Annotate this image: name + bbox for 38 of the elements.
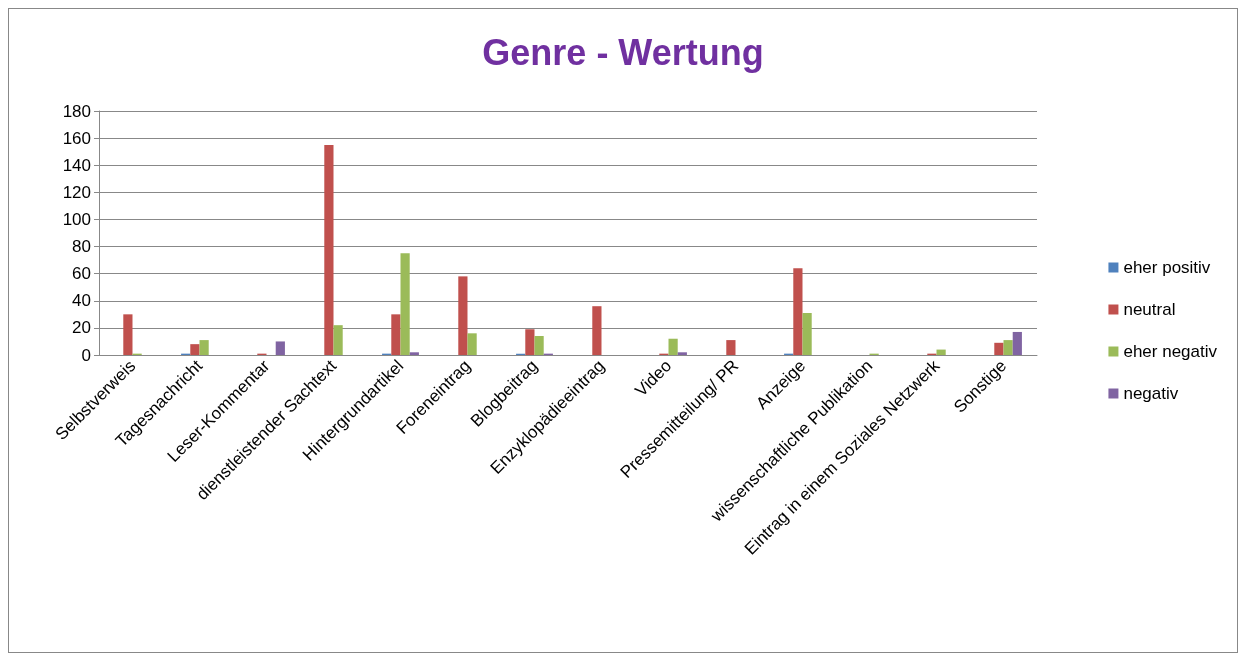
- y-tick-label: 0: [81, 345, 91, 365]
- bar: [793, 268, 803, 355]
- bar: [190, 344, 200, 355]
- y-tick-label: 100: [62, 209, 91, 229]
- y-tick-label: 20: [72, 318, 91, 338]
- bar: [936, 349, 946, 355]
- bar: [802, 312, 812, 355]
- legend-label: eher positiv: [1123, 258, 1211, 277]
- y-tick-label: 140: [62, 155, 91, 175]
- bar: [592, 306, 602, 355]
- bar: [994, 342, 1004, 355]
- bar: [400, 253, 410, 355]
- legend-label: negativ: [1123, 384, 1179, 403]
- bar: [199, 340, 209, 355]
- bar: [391, 314, 401, 355]
- y-tick-label: 80: [72, 237, 91, 257]
- bar: [1012, 331, 1022, 355]
- bar: [534, 336, 544, 355]
- y-tick-label: 180: [62, 101, 91, 121]
- bar: [275, 341, 285, 355]
- bar: [726, 340, 736, 355]
- chart-title: Genre - Wertung: [482, 31, 764, 73]
- bar: [324, 144, 334, 355]
- y-tick-label: 120: [62, 182, 91, 202]
- legend-label: neutral: [1123, 300, 1176, 319]
- bar: [1003, 340, 1013, 355]
- y-tick-label: 40: [72, 291, 91, 311]
- y-tick-label: 160: [62, 128, 91, 148]
- bar: [123, 314, 133, 355]
- bar: [677, 352, 687, 355]
- bar: [668, 338, 678, 355]
- bar: [333, 325, 343, 355]
- legend-label: eher negativ: [1123, 342, 1218, 361]
- bar: [458, 276, 468, 355]
- y-tick-label: 60: [72, 264, 91, 284]
- bar: [467, 333, 477, 355]
- bar: [409, 352, 419, 355]
- bar: [525, 329, 535, 355]
